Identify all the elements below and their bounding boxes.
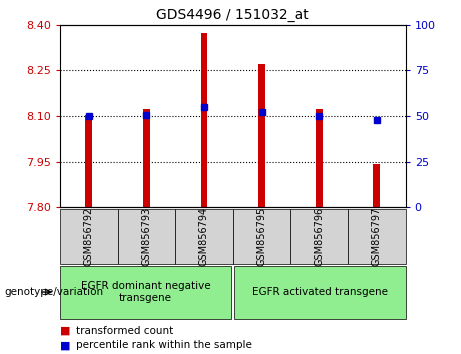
Text: transformed count: transformed count <box>76 326 173 336</box>
Text: percentile rank within the sample: percentile rank within the sample <box>76 340 252 350</box>
Text: EGFR activated transgene: EGFR activated transgene <box>252 287 388 297</box>
Text: ■: ■ <box>60 340 71 350</box>
Text: EGFR dominant negative
transgene: EGFR dominant negative transgene <box>81 281 211 303</box>
Text: GSM856797: GSM856797 <box>372 207 382 266</box>
Bar <box>201 33 207 207</box>
Title: GDS4496 / 151032_at: GDS4496 / 151032_at <box>156 8 309 22</box>
Bar <box>258 64 265 207</box>
Bar <box>85 115 92 207</box>
Text: GSM856795: GSM856795 <box>257 207 266 266</box>
Text: GSM856792: GSM856792 <box>84 207 94 266</box>
Text: GSM856796: GSM856796 <box>314 207 324 266</box>
Text: ■: ■ <box>60 326 71 336</box>
Bar <box>316 109 323 207</box>
Bar <box>373 164 380 207</box>
Text: genotype/variation: genotype/variation <box>5 287 104 297</box>
Bar <box>143 109 150 207</box>
Text: GSM856793: GSM856793 <box>142 207 151 266</box>
Text: GSM856794: GSM856794 <box>199 207 209 266</box>
